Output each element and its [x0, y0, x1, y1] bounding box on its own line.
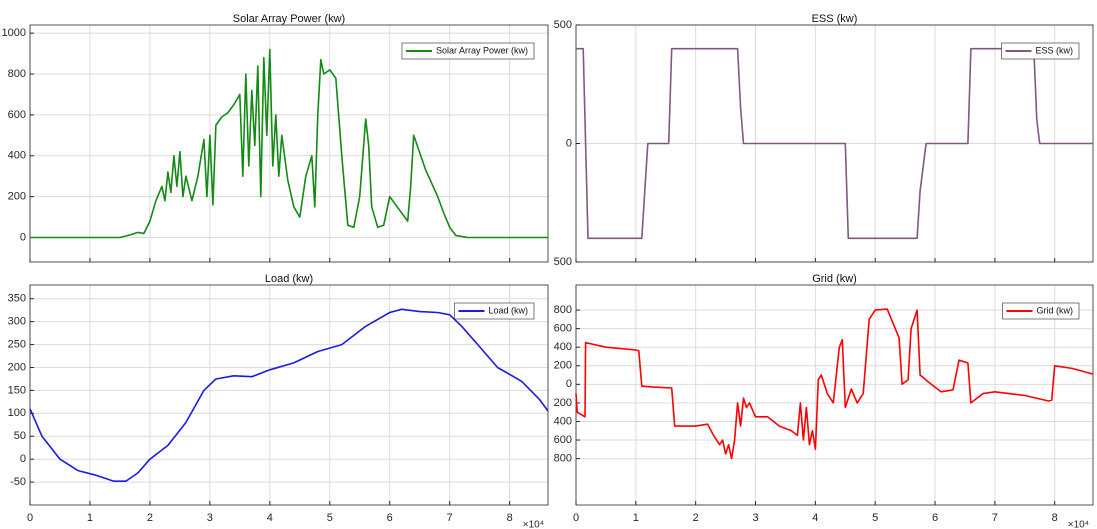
plot-area	[30, 25, 548, 262]
legend: Load (kw)	[454, 302, 535, 320]
x-tick-label: 3	[752, 512, 758, 524]
x-tick-label: 1	[633, 512, 639, 524]
x-tick-label: 0	[27, 512, 33, 524]
x-tick-label: 6	[387, 512, 393, 524]
x-tick-label: 5	[872, 512, 878, 524]
y-tick-label: 400	[554, 415, 572, 427]
subplot-title: Load (kw)	[265, 273, 313, 285]
legend-box	[1002, 302, 1080, 320]
y-tick-label: 200	[554, 360, 572, 372]
y-tick-label: 250	[8, 338, 26, 350]
axes-box	[29, 24, 549, 263]
y-tick-label: 500	[554, 19, 572, 31]
legend: Solar Array Power (kw)	[401, 42, 535, 60]
x-tick-label: 6	[932, 512, 938, 524]
subplot-title: Grid (kw)	[812, 273, 857, 285]
subplot: 0 200 400 600 800 1000 Solar Array Power (kw) S…	[2, 13, 549, 263]
y-tick-label: -50	[10, 476, 26, 488]
y-tick-label: 500	[554, 256, 572, 268]
y-tick-label: 0	[20, 453, 26, 465]
y-tick-label: 200	[554, 397, 572, 409]
data-line	[30, 48, 548, 239]
y-tick-label: 600	[554, 434, 572, 446]
legend-label: Load (kw)	[488, 305, 528, 315]
x-tick-label: 4	[267, 512, 273, 524]
legend: Grid (kw)	[1002, 302, 1080, 320]
x-tick-label: 1	[87, 512, 93, 524]
axes-box	[29, 284, 549, 506]
data-line	[29, 308, 549, 482]
legend-box	[401, 42, 535, 60]
x-tick-label: 8	[507, 512, 513, 524]
y-tick-label: 0	[566, 378, 572, 390]
legend-label: ESS (kw)	[1035, 45, 1073, 55]
x-tick-label: 7	[447, 512, 453, 524]
subplot: 0 1 2 3 4 5 6 7 8 -50 0 50 100 150 200 250 300 350 ×10⁴ Loa…	[8, 273, 549, 529]
y-tick-label: 600	[554, 323, 572, 335]
x-tick-label: 3	[207, 512, 213, 524]
x-tick-label: 4	[812, 512, 818, 524]
y-tick-label: 300	[8, 316, 26, 328]
legend-label: Grid (kw)	[1037, 305, 1074, 315]
y-tick-label: 350	[8, 293, 26, 305]
y-tick-label: 1000	[2, 27, 26, 39]
legend-box	[454, 302, 535, 320]
y-tick-label: 0	[566, 137, 572, 149]
y-tick-label: 200	[8, 191, 26, 203]
x-tick-label: 0	[573, 512, 579, 524]
y-tick-label: 100	[8, 407, 26, 419]
subplot-title: ESS (kw)	[812, 13, 858, 25]
x-tick-label: 8	[1052, 512, 1058, 524]
x-tick-label: 2	[693, 512, 699, 524]
x-tick-label: 5	[327, 512, 333, 524]
x-exponent: ×10⁴	[1068, 520, 1089, 529]
y-tick-label: 200	[8, 361, 26, 373]
x-tick-label: 7	[992, 512, 998, 524]
y-tick-label: 600	[8, 109, 26, 121]
y-tick-label: 150	[8, 384, 26, 396]
y-tick-label: 800	[8, 68, 26, 80]
y-tick-label: 0	[20, 231, 26, 243]
subplot-title: Solar Array Power (kw)	[233, 13, 345, 25]
y-tick-label: 400	[554, 341, 572, 353]
subplot: 0 1 2 3 4 5 6 7 8 800 600 400 200 0 200 400 600 800 ×10⁴ Gr…	[554, 273, 1094, 529]
legend-label: Solar Array Power (kw)	[436, 45, 528, 55]
subplot: 500 0 500 ESS (kw) ESS (kw)	[554, 13, 1094, 268]
x-exponent: ×10⁴	[523, 520, 544, 529]
legend: ESS (kw)	[1001, 42, 1080, 60]
legend-box	[1001, 42, 1080, 60]
x-tick-label: 2	[147, 512, 153, 524]
data-line	[575, 308, 1094, 460]
y-tick-label: 400	[8, 150, 26, 162]
y-tick-label: 800	[554, 452, 572, 464]
y-tick-label: 50	[14, 430, 26, 442]
y-tick-label: 800	[554, 304, 572, 316]
